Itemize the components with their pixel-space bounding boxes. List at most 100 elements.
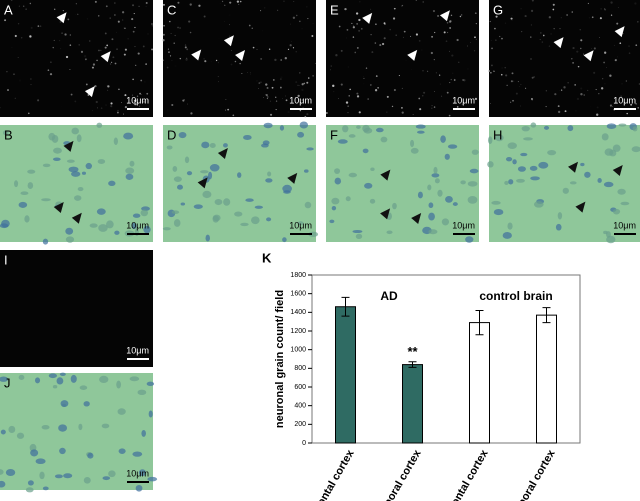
grain [104, 46, 107, 49]
cell [205, 234, 210, 242]
cell [98, 224, 108, 232]
grain [535, 13, 536, 14]
cell [243, 134, 252, 141]
cell [177, 184, 183, 190]
grain [85, 58, 87, 61]
grain [121, 102, 122, 104]
grain [620, 111, 621, 112]
grain [361, 28, 363, 30]
y-tick-label: 1400 [290, 309, 306, 316]
grain [353, 25, 354, 27]
panel-label: C [167, 2, 176, 17]
cell [65, 236, 75, 243]
cell [428, 229, 438, 235]
cell [71, 171, 81, 177]
cell [467, 196, 478, 204]
grain [185, 58, 188, 61]
grain [97, 15, 100, 17]
cell [96, 122, 103, 128]
grain [279, 86, 282, 89]
grain [218, 81, 219, 83]
grain [145, 63, 147, 65]
grain [599, 36, 600, 38]
grain [139, 92, 141, 95]
grain [438, 74, 441, 76]
grain [4, 19, 7, 22]
grain [446, 91, 449, 94]
grain [124, 105, 128, 109]
grain [591, 16, 594, 19]
y-tick-label: 0 [302, 440, 306, 447]
grain [145, 1, 148, 4]
x-tick-label: temporal cortex [372, 447, 424, 501]
grain [297, 84, 299, 86]
grain [107, 89, 109, 91]
grain [593, 71, 596, 74]
micrograph-image [0, 373, 153, 490]
cell [516, 178, 525, 183]
cell [125, 167, 135, 174]
cell [495, 134, 504, 142]
arrowhead [235, 49, 246, 61]
arrowhead [380, 169, 391, 181]
cell [77, 186, 84, 192]
grain [595, 88, 597, 91]
cell [99, 375, 109, 384]
grain [20, 37, 23, 39]
grain [616, 56, 618, 58]
arrowhead [614, 26, 625, 38]
cell [597, 177, 602, 183]
cell [0, 376, 9, 382]
grain [230, 63, 233, 66]
grain [61, 105, 63, 107]
y-axis-label: neuronal grain count/ field [274, 290, 286, 428]
grain [490, 40, 492, 42]
grain [609, 74, 612, 77]
cell [604, 148, 614, 156]
grain [512, 99, 514, 102]
grain [174, 65, 176, 67]
grain [552, 8, 555, 11]
grain [383, 37, 386, 40]
grain [134, 103, 137, 106]
y-tick-label: 1000 [290, 347, 306, 354]
grain [306, 6, 308, 8]
grain [566, 14, 568, 16]
cell [74, 195, 82, 201]
cell [214, 199, 223, 206]
cell [410, 147, 419, 154]
grain [186, 48, 189, 51]
grain [78, 44, 80, 46]
grain [490, 71, 492, 74]
grain [354, 51, 357, 54]
grain [445, 40, 448, 43]
grain [358, 30, 360, 32]
grain [345, 101, 349, 104]
grain [306, 113, 309, 116]
cell [108, 470, 116, 478]
plot-frame [311, 274, 581, 444]
cell [345, 196, 351, 202]
cell [337, 139, 348, 144]
grain [94, 0, 97, 3]
cell [171, 210, 180, 215]
grain [163, 3, 165, 6]
cell [487, 161, 494, 168]
grain [292, 16, 296, 19]
grain [169, 55, 172, 57]
cell [186, 171, 193, 176]
micrograph-image [163, 125, 316, 242]
cell [452, 202, 458, 206]
error-bar [341, 296, 350, 317]
grain [574, 84, 576, 86]
cell [78, 423, 83, 431]
grain [369, 8, 372, 10]
grain [474, 12, 477, 15]
cell [223, 198, 231, 206]
grain [432, 9, 436, 13]
error-bar [542, 307, 551, 324]
grain [501, 37, 503, 40]
grain [370, 34, 372, 36]
grain [219, 3, 221, 4]
micrograph-image [326, 0, 479, 117]
